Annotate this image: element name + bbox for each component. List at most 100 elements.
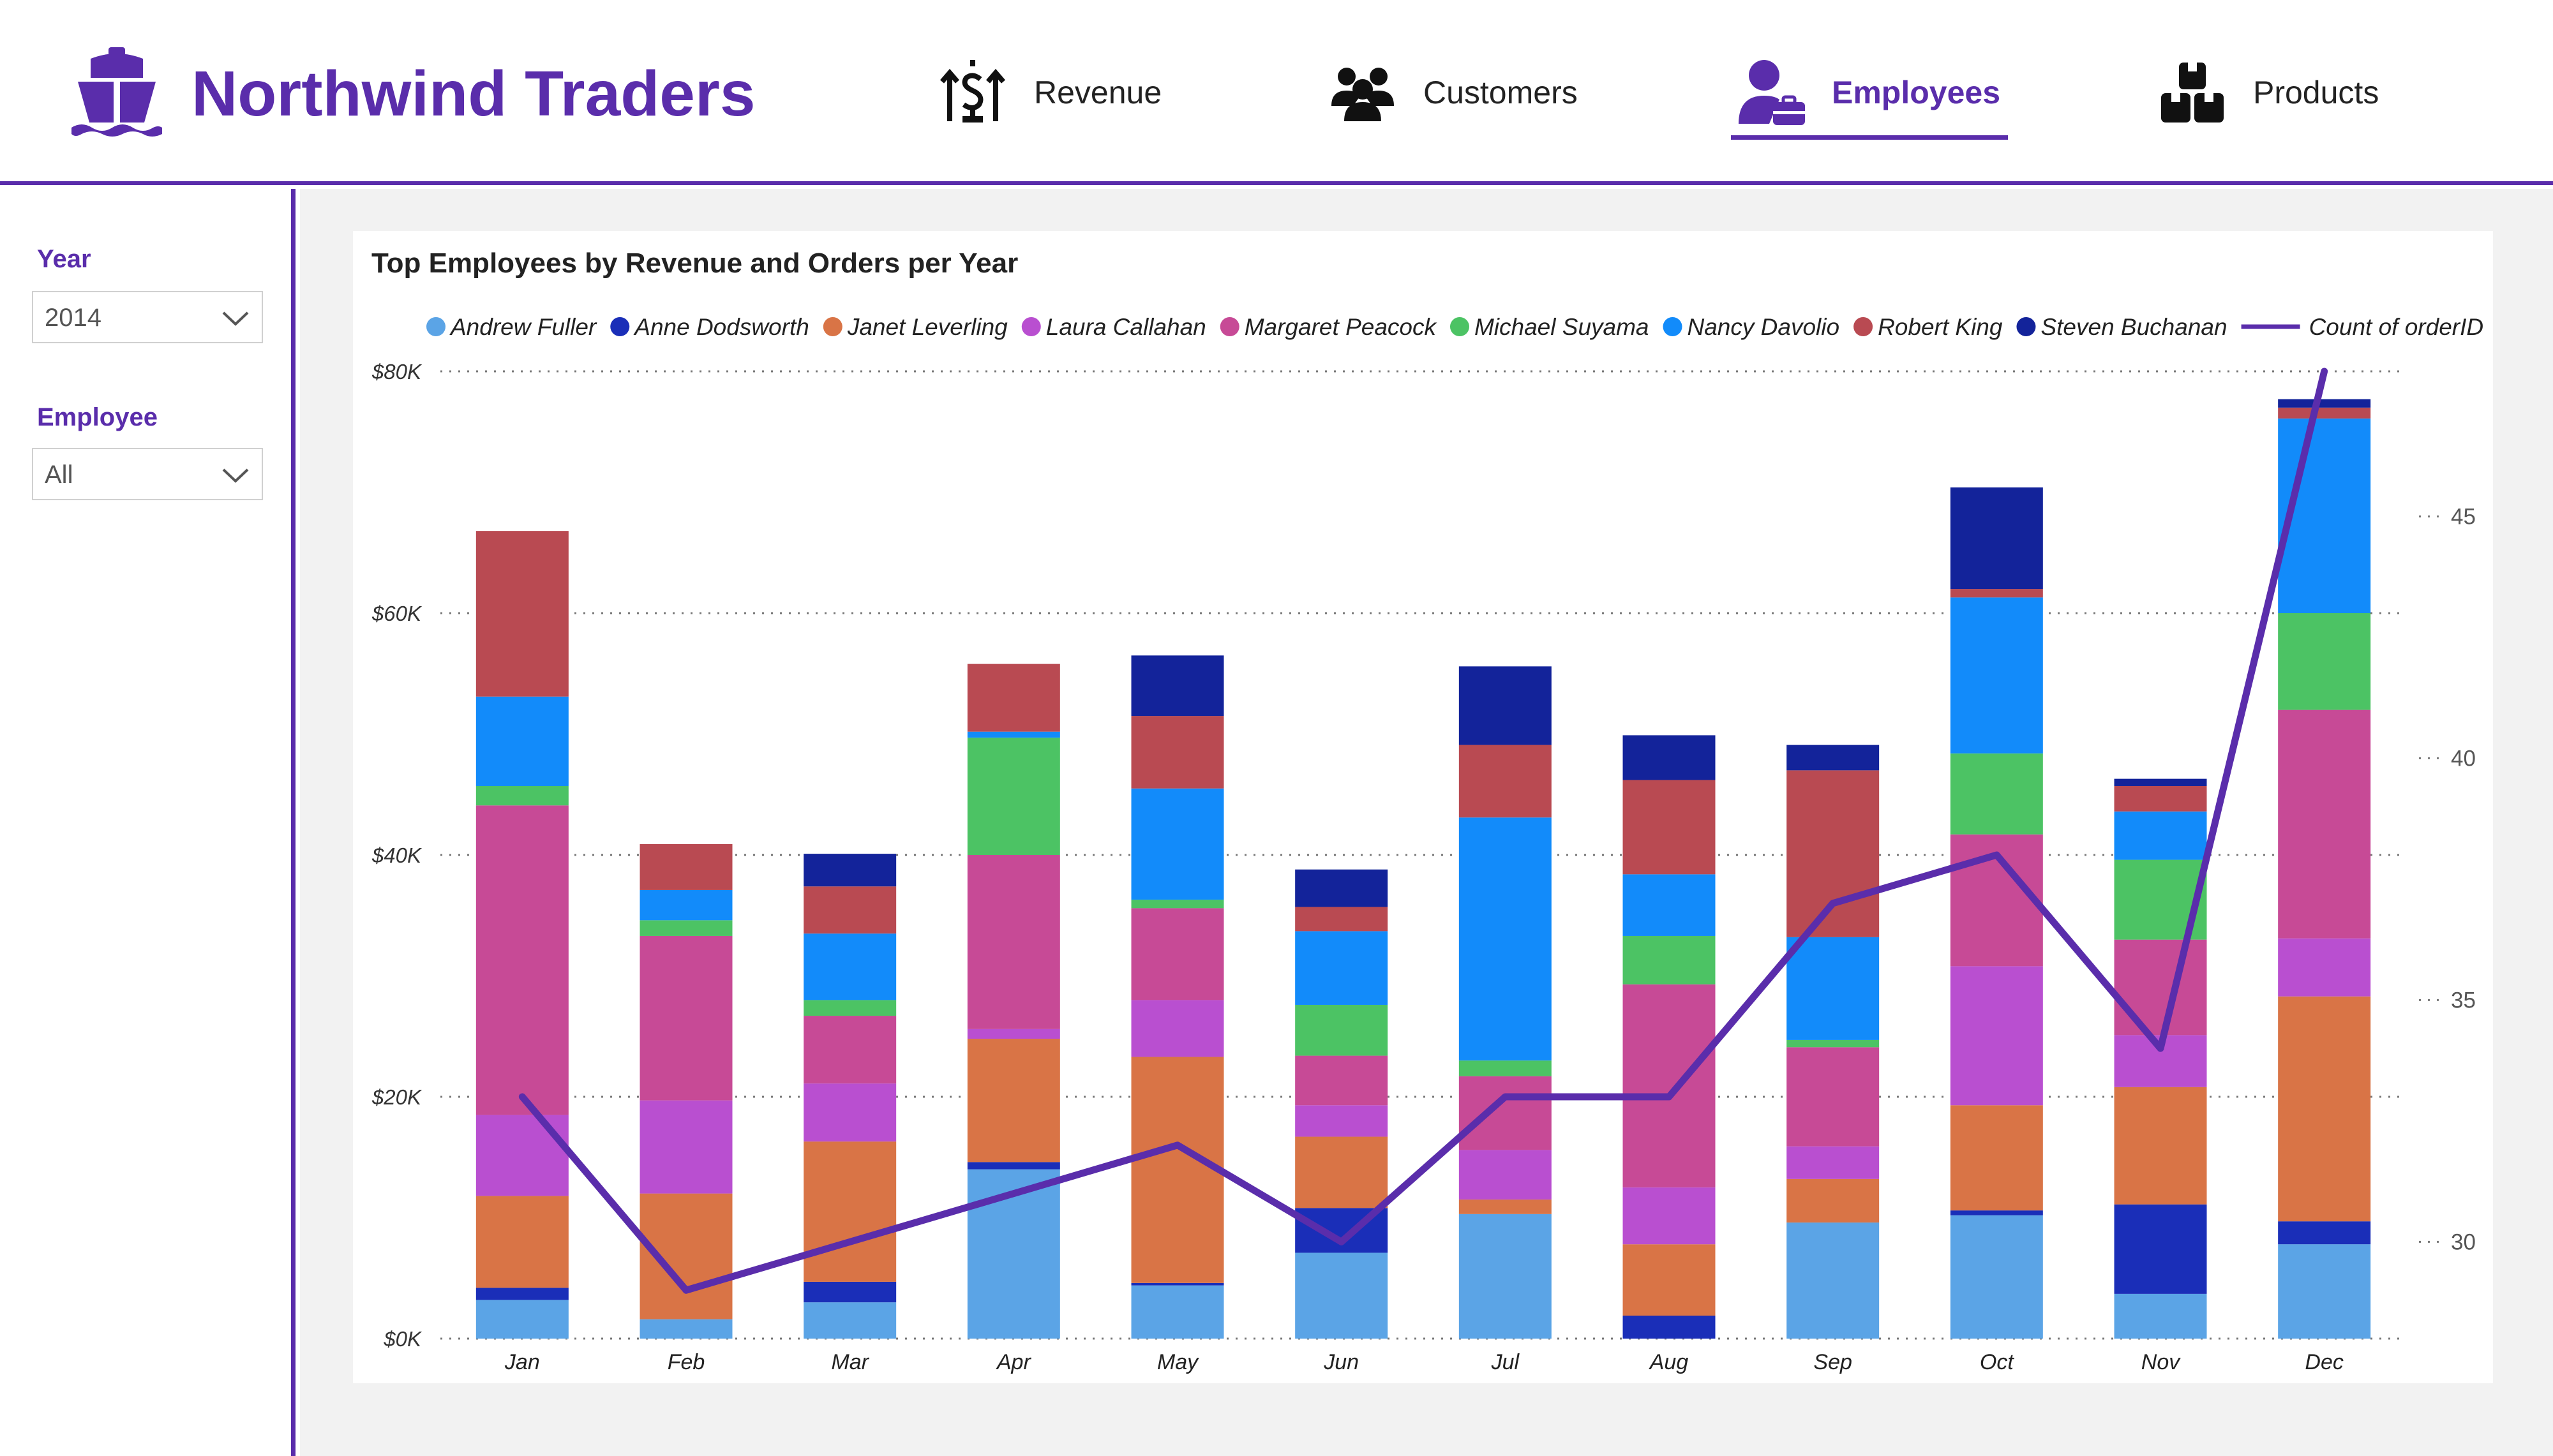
legend-label: Michael Suyama — [1474, 314, 1649, 340]
bar-segment — [476, 786, 569, 805]
bar-segment — [804, 933, 896, 1000]
bar-segment — [1295, 907, 1388, 931]
bar-segment — [2278, 710, 2370, 939]
bar-segment — [968, 1162, 1060, 1169]
bar-segment — [2278, 399, 2370, 408]
legend-marker — [2016, 317, 2035, 336]
x-tick-label: Jul — [1491, 1350, 1520, 1374]
bar-segment — [968, 1039, 1060, 1162]
bar-segment — [2115, 812, 2207, 860]
bar-segment — [1623, 874, 1716, 936]
bar-segment — [1786, 1040, 1879, 1047]
bar-segment — [1132, 1283, 1224, 1286]
bar-segment — [2115, 1205, 2207, 1294]
bar-segment — [2278, 1221, 2370, 1244]
bar-segment — [2278, 613, 2370, 710]
bar-segment — [2278, 1244, 2370, 1339]
x-tick-label: Aug — [1649, 1350, 1689, 1374]
bar-segment — [1459, 745, 1552, 818]
bar-segment — [968, 732, 1060, 738]
bar-segment — [968, 1029, 1060, 1039]
bar-segment — [1459, 1060, 1552, 1076]
bar-segment — [1623, 1187, 1716, 1244]
bar-segment — [1950, 966, 2043, 1105]
y-tick-label: $60K — [371, 602, 423, 625]
bar-segment — [968, 738, 1060, 855]
x-tick-label: Feb — [668, 1350, 705, 1374]
bar-segment — [1132, 1057, 1224, 1282]
bar-segment — [1132, 1000, 1224, 1057]
bar-segment — [1459, 1076, 1552, 1150]
bar-segment — [804, 1083, 896, 1141]
bar-segment — [1623, 936, 1716, 984]
legend-marker — [1663, 317, 1682, 336]
bar-segment — [1623, 984, 1716, 1187]
bar-segment — [968, 664, 1060, 732]
bar-segment — [1132, 716, 1224, 789]
bar-segment — [1459, 1200, 1552, 1214]
bar-segment — [1132, 789, 1224, 900]
x-tick-label: Sep — [1813, 1350, 1852, 1374]
bar-segment — [804, 1016, 896, 1083]
bar-segment — [2278, 939, 2370, 997]
x-tick-label: Nov — [2141, 1350, 2181, 1374]
y2-tick-label: 30 — [2451, 1229, 2476, 1254]
bar-segment — [476, 805, 569, 1115]
bar-segment — [1786, 770, 1879, 937]
bar-segment — [1786, 1147, 1879, 1179]
bar-segment — [1950, 1105, 2043, 1210]
bar-segment — [640, 920, 733, 936]
bar-segment — [1623, 735, 1716, 780]
legend-label: Nancy Davolio — [1688, 314, 1840, 340]
bar-segment — [1786, 937, 1879, 1040]
y-tick-label: $0K — [383, 1327, 423, 1351]
x-tick-label: Jun — [1323, 1350, 1359, 1374]
y2-tick-label: 45 — [2451, 504, 2476, 529]
bar-segment — [2115, 1294, 2207, 1339]
bar-segment — [1950, 1215, 2043, 1339]
legend-label: Andrew Fuller — [449, 314, 597, 340]
bar-segment — [640, 936, 733, 1101]
bar-segment — [1459, 666, 1552, 745]
legend-label: Margaret Peacock — [1245, 314, 1438, 340]
bar-segment — [2115, 779, 2207, 786]
bar-segment — [476, 1196, 569, 1288]
legend-label: Anne Dodsworth — [633, 314, 809, 340]
bar-segment — [2278, 997, 2370, 1221]
bar-segment — [1132, 908, 1224, 1000]
legend-label: Janet Leverling — [847, 314, 1008, 340]
bar-segment — [1623, 780, 1716, 875]
bar-segment — [1786, 1179, 1879, 1222]
bar-segment — [1459, 1214, 1552, 1339]
bar-segment — [804, 1282, 896, 1302]
bar-segment — [1295, 1137, 1388, 1208]
bar-segment — [476, 1115, 569, 1196]
bar-segment — [1295, 1005, 1388, 1056]
bar-segment — [2115, 940, 2207, 1036]
legend-marker — [1220, 317, 1239, 336]
orders-count-line — [522, 371, 2324, 1290]
legend-marker — [1853, 317, 1873, 336]
bar-segment — [1623, 1316, 1716, 1339]
bar-segment — [1623, 1244, 1716, 1316]
bar-segment — [804, 1302, 896, 1339]
bar-segment — [1295, 870, 1388, 907]
y2-tick-label: 35 — [2451, 988, 2476, 1013]
legend-label: Count of orderID — [2309, 314, 2484, 340]
y-tick-label: $20K — [371, 1085, 423, 1109]
bar-segment — [804, 1141, 896, 1282]
bar-segment — [1459, 817, 1552, 1060]
bar-segment — [640, 890, 733, 920]
bar-segment — [1950, 597, 2043, 753]
bar-segment — [1295, 1252, 1388, 1339]
y-tick-label: $40K — [371, 843, 423, 867]
bar-segment — [804, 854, 896, 886]
bar-segment — [1950, 589, 2043, 597]
legend-marker — [823, 317, 842, 336]
bar-segment — [1132, 655, 1224, 716]
bar-segment — [1295, 1105, 1388, 1136]
legend-marker — [1450, 317, 1469, 336]
bar-segment — [804, 886, 896, 933]
bar-segment — [476, 1300, 569, 1339]
